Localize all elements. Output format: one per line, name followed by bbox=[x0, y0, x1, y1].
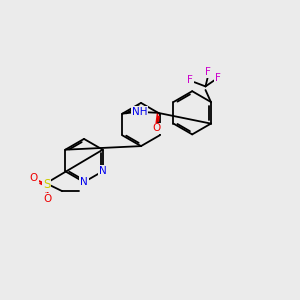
Text: N: N bbox=[80, 177, 88, 187]
Text: N: N bbox=[99, 166, 106, 176]
Text: S: S bbox=[43, 178, 50, 191]
Text: O: O bbox=[30, 173, 38, 183]
Text: O: O bbox=[152, 123, 160, 134]
Text: F: F bbox=[215, 73, 221, 83]
Text: F: F bbox=[205, 67, 211, 77]
Text: F: F bbox=[187, 75, 193, 85]
Text: NH: NH bbox=[132, 107, 147, 117]
Text: O: O bbox=[44, 194, 52, 204]
